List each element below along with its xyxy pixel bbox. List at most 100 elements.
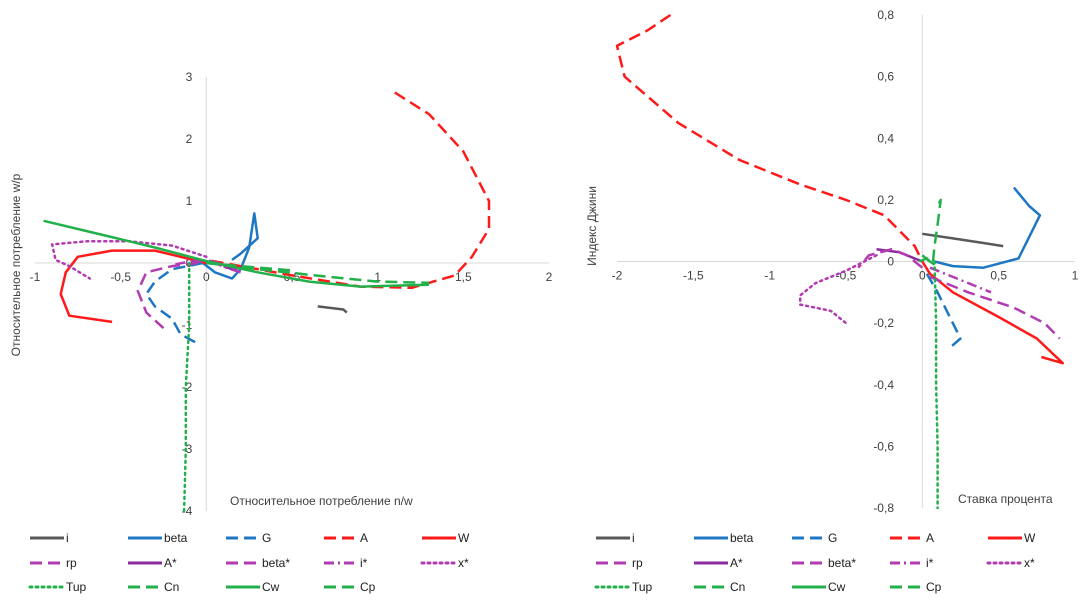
series-line-Cw bbox=[43, 219, 430, 288]
series-line-Tup bbox=[933, 260, 939, 510]
x-axis-title: Относительное потребление n/w bbox=[230, 494, 413, 508]
legend-item: beta* bbox=[792, 556, 856, 570]
legend-label: rp bbox=[632, 556, 643, 570]
legend-label: Tup bbox=[632, 580, 653, 594]
y-tick-label: -0,6 bbox=[873, 439, 894, 453]
legend-label: x* bbox=[1024, 556, 1035, 570]
legend-1: i beta G A Wrp A* beta* i* x* Tup Cn Cw Cp bbox=[28, 531, 470, 594]
series-line-x-star bbox=[798, 254, 878, 325]
chart-2: -2 -1,5 -1 -0,5 0 0,5 1 -0,8 -0,6 -0,4 -0,2 0 0,2 0,4… bbox=[585, 8, 1079, 515]
legend-group: i beta G A Wrp A* beta* i* x* Tup Cn Cw Cp i beta G A Wrp… bbox=[28, 531, 1036, 594]
legend-item: Cp bbox=[324, 580, 376, 594]
legend-item: A bbox=[324, 531, 368, 545]
y-tick-label: -1 bbox=[182, 318, 193, 332]
legend-label: Cn bbox=[164, 580, 179, 594]
legend-2: i beta G A Wrp A* beta* i* x* Tup Cn Cw Cp bbox=[594, 531, 1036, 594]
series-line-G bbox=[145, 261, 204, 345]
y-tick-label: 2 bbox=[186, 132, 193, 146]
legend-label: W bbox=[458, 531, 470, 545]
legend-item: Cw bbox=[226, 580, 280, 594]
series-line-i bbox=[317, 305, 348, 314]
y-tick-label: 0 bbox=[887, 255, 894, 269]
series-line-beta bbox=[202, 212, 259, 280]
legend-label: G bbox=[262, 531, 271, 545]
legend-item: A bbox=[890, 531, 934, 545]
series-line-Cn bbox=[206, 261, 430, 285]
y-tick-label: -4 bbox=[182, 504, 193, 518]
legend-label: beta* bbox=[262, 556, 290, 570]
legend-item: rp bbox=[596, 556, 643, 570]
legend-item: beta bbox=[694, 531, 754, 545]
legend-label: Cp bbox=[926, 580, 942, 594]
legend-label: Cn bbox=[730, 580, 745, 594]
y-tick-label: -0,8 bbox=[873, 501, 894, 515]
legend-label: i bbox=[632, 531, 635, 545]
legend-label: i* bbox=[926, 556, 934, 570]
y-tick-label: -3 bbox=[182, 442, 193, 456]
x-tick-label: 0 bbox=[919, 269, 926, 283]
series-line-x-star bbox=[50, 240, 208, 280]
y-axis-title: Относительное потребление w/p bbox=[9, 173, 23, 356]
y-axis-title: Индекс Джини bbox=[585, 186, 599, 266]
legend-item: beta bbox=[128, 531, 188, 545]
y-tick-label: 1 bbox=[186, 194, 193, 208]
x-tick-label: 1,5 bbox=[455, 270, 472, 284]
y-tick-label: -2 bbox=[182, 380, 193, 394]
x-tick-label: 2 bbox=[546, 270, 553, 284]
legend-item: i bbox=[596, 531, 635, 545]
legend-label: A* bbox=[730, 556, 743, 570]
legend-item: Tup bbox=[28, 580, 87, 594]
legend-label: Cw bbox=[828, 580, 846, 594]
legend-label: G bbox=[828, 531, 837, 545]
legend-label: beta bbox=[730, 531, 754, 545]
legend-item: Cn bbox=[128, 580, 179, 594]
x-tick-label: -1,5 bbox=[683, 269, 704, 283]
y-tick-label: 0,6 bbox=[877, 70, 894, 84]
series-line-rp bbox=[929, 275, 1061, 340]
plots-group: -1 -0,5 0 0,5 1 1,5 2 -4 -3 -2 -1 0 1 2 3 Относительное… bbox=[9, 8, 1079, 518]
x-tick-label: 0 bbox=[203, 270, 210, 284]
legend-item: A* bbox=[128, 556, 177, 570]
series-line-Cp bbox=[206, 261, 293, 272]
legend-item: Cp bbox=[890, 580, 942, 594]
series-line-A bbox=[615, 13, 924, 263]
series-line-beta-star bbox=[857, 247, 924, 269]
x-tick-label: -1 bbox=[30, 270, 41, 284]
y-tick-label: -0,2 bbox=[873, 316, 894, 330]
legend-label: A* bbox=[164, 556, 177, 570]
legend-item: G bbox=[792, 531, 837, 545]
y-tick-label: 0,4 bbox=[877, 131, 894, 145]
x-tick-label: -2 bbox=[612, 269, 623, 283]
x-tick-label: -0,5 bbox=[836, 269, 857, 283]
x-tick-label: -1 bbox=[764, 269, 775, 283]
legend-item: i* bbox=[890, 556, 934, 570]
x-tick-label: 0,5 bbox=[990, 269, 1007, 283]
legend-label: x* bbox=[458, 556, 469, 570]
series-line-W bbox=[59, 249, 207, 324]
x-tick-label: 1 bbox=[374, 270, 381, 284]
legend-label: A bbox=[360, 531, 368, 545]
legend-item: x* bbox=[986, 556, 1035, 570]
series-line-Cn bbox=[931, 198, 942, 262]
chart-1: -1 -0,5 0 0,5 1 1,5 2-4-3-2-10123Относительное… bbox=[9, 70, 553, 518]
series-line-G bbox=[925, 273, 962, 349]
legend-item: beta* bbox=[226, 556, 290, 570]
series-line-Tup bbox=[182, 261, 191, 513]
x-tick-label: 1 bbox=[1072, 269, 1079, 283]
y-tick-label: 0,2 bbox=[877, 193, 894, 207]
series-line-Cw bbox=[921, 254, 936, 266]
legend-item: G bbox=[226, 531, 271, 545]
legend-label: beta bbox=[164, 531, 188, 545]
legend-item: W bbox=[988, 531, 1036, 545]
legend-item: Tup bbox=[594, 580, 653, 594]
legend-item: A* bbox=[694, 556, 743, 570]
y-tick-label: 0,8 bbox=[877, 8, 894, 22]
legend-label: Tup bbox=[66, 580, 87, 594]
legend-label: i* bbox=[360, 556, 368, 570]
legend-label: beta* bbox=[828, 556, 856, 570]
series-line-Cp bbox=[918, 257, 933, 266]
x-axis-title: Ставка процента bbox=[958, 492, 1053, 506]
series-line-i bbox=[922, 232, 1004, 248]
